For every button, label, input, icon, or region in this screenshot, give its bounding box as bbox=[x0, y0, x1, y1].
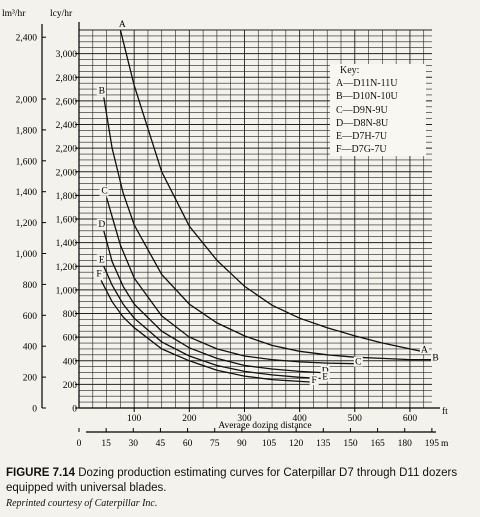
y-tick-label-cy: 2,200 bbox=[56, 145, 78, 155]
y-tick-label-m3: 1,800 bbox=[16, 126, 38, 136]
series-end-label-bg bbox=[419, 344, 429, 355]
x-tick-label-m: 0 bbox=[77, 439, 82, 449]
legend-item-f: F—D7G-7U bbox=[336, 144, 387, 156]
series-start-label-a: A bbox=[119, 20, 126, 30]
series-end-label-bg bbox=[320, 365, 330, 376]
x-tick-label-m: 45 bbox=[156, 439, 166, 449]
series-end-label-bg bbox=[309, 375, 319, 386]
y-tick-label-m3: 0 bbox=[32, 405, 37, 415]
figure-label: FIGURE 7.14 bbox=[6, 467, 76, 479]
figure-caption: FIGURE 7.14 Dozing production estimating… bbox=[6, 466, 474, 496]
series-line-a bbox=[119, 29, 422, 352]
x-tick-label-m: 60 bbox=[183, 439, 193, 449]
series-start-label-bg bbox=[96, 254, 106, 265]
y-unit-m3: lm³/hr bbox=[2, 9, 26, 19]
legend-key: Key: A—D11N-11U B—D10N-10U C—D9N-9U D—D8… bbox=[330, 64, 426, 157]
y-tick-label-m3: 1,000 bbox=[16, 250, 38, 260]
y-tick-label-m3: 2,000 bbox=[16, 95, 38, 105]
y-tick-label-cy: 1,400 bbox=[56, 239, 78, 249]
y-tick-label-cy: 1,800 bbox=[56, 192, 78, 202]
y-tick-label-cy: 1,000 bbox=[56, 286, 78, 296]
x-tick-label-m: 180 bbox=[398, 439, 413, 449]
series-end-label-f: F bbox=[312, 376, 317, 386]
series-start-label-f: F bbox=[96, 269, 101, 279]
series-start-label-bg bbox=[94, 268, 104, 279]
series-line-e bbox=[103, 266, 322, 380]
x-tick-label-m: 30 bbox=[129, 439, 139, 449]
x-tick-label-m: 150 bbox=[343, 439, 358, 449]
x-unit-ft: ft bbox=[442, 406, 448, 417]
series-start-label-c: C bbox=[101, 187, 107, 197]
figure-caption-text: Dozing production estimating curves for … bbox=[6, 467, 458, 494]
series-start-label-bg bbox=[96, 218, 106, 229]
x-unit-m: m bbox=[441, 439, 449, 449]
x-tick-label-m: 165 bbox=[370, 439, 385, 449]
legend-item-d: D—D8N-8U bbox=[336, 117, 389, 129]
series-end-label-bg bbox=[431, 352, 440, 363]
y-tick-label-cy: 2,000 bbox=[56, 168, 78, 178]
series-line-c bbox=[105, 197, 355, 365]
series-start-label-b: B bbox=[99, 86, 105, 96]
x-tick-label-ft: 200 bbox=[182, 414, 197, 424]
legend-item-e: E—D7H-7U bbox=[336, 131, 388, 143]
y-tick-label-m3: 2,400 bbox=[16, 34, 38, 44]
y-tick-label-m3: 1,200 bbox=[16, 219, 38, 229]
x-tick-label-ft: 500 bbox=[348, 414, 363, 424]
series-start-label-bg bbox=[96, 85, 106, 96]
grid bbox=[79, 29, 432, 408]
series-line-d bbox=[103, 230, 322, 374]
y-tick-label-cy: 2,800 bbox=[56, 74, 78, 84]
series-end-label-bg bbox=[320, 371, 330, 382]
x-tick-label-ft: 300 bbox=[237, 414, 252, 424]
y-tick-label-cy: 1,600 bbox=[56, 216, 78, 226]
legend-item-c: C—D9N-9U bbox=[336, 104, 388, 116]
figure-credit: Reprinted courtesy of Caterpillar Inc. bbox=[6, 498, 158, 509]
y-tick-label-cy: 1,200 bbox=[56, 263, 78, 273]
y-tick-label-m3: 1,400 bbox=[16, 188, 38, 198]
y-tick-label-cy: 2,600 bbox=[56, 97, 78, 107]
x-tick-label-m: 120 bbox=[289, 439, 304, 449]
series-end-label-b: B bbox=[432, 354, 438, 364]
legend-item-a: A—D11N-11U bbox=[336, 78, 398, 90]
tick-labels: 02004006008001,0001,2001,4001,6001,8002,… bbox=[2, 9, 449, 449]
y-tick-label-cy: 2,400 bbox=[56, 121, 78, 131]
series-end-label-bg bbox=[353, 356, 363, 367]
x-tick-label-m: 90 bbox=[237, 439, 247, 449]
y-unit-cy: lcy/hr bbox=[50, 9, 73, 19]
y-tick-label-cy: 400 bbox=[63, 357, 78, 367]
x-tick-label-m: 75 bbox=[210, 439, 220, 449]
x-tick-label-ft: 600 bbox=[403, 414, 418, 424]
series-line-f bbox=[100, 280, 311, 383]
y-tick-label-cy: 3,000 bbox=[56, 50, 78, 60]
y-tick-label-m3: 400 bbox=[23, 343, 38, 353]
series-start-label-e: E bbox=[99, 255, 105, 265]
x-tick-label-m: 195 bbox=[425, 439, 440, 449]
series-start-label-d: D bbox=[98, 220, 105, 230]
x-tick-label-m: 135 bbox=[316, 439, 331, 449]
x-tick-label-ft: 100 bbox=[127, 414, 142, 424]
series-start-label-bg bbox=[99, 185, 109, 196]
x-axis-label: Average dozing distance bbox=[218, 421, 311, 431]
x-tick-label-m: 15 bbox=[101, 439, 111, 449]
legend-title: Key: bbox=[340, 65, 360, 76]
y-tick-label-cy: 200 bbox=[63, 381, 78, 391]
legend-item-b: B—D10N-10U bbox=[336, 91, 398, 103]
y-tick-label-cy: 800 bbox=[63, 310, 78, 320]
series-end-label-c: C bbox=[355, 358, 361, 368]
series-end-label-e: E bbox=[322, 372, 328, 382]
series-lines bbox=[100, 29, 432, 383]
x-tick-label-m: 105 bbox=[262, 439, 277, 449]
x-tick-label-ft: 400 bbox=[293, 414, 308, 424]
y-tick-label-m3: 800 bbox=[23, 281, 38, 291]
y-tick-label-m3: 1,600 bbox=[16, 157, 38, 167]
y-tick-label-cy: 0 bbox=[72, 405, 77, 415]
y-tick-label-m3: 600 bbox=[23, 312, 38, 322]
axes bbox=[41, 22, 440, 433]
y-tick-label-m3: 200 bbox=[23, 374, 38, 384]
y-tick-label-cy: 600 bbox=[63, 334, 78, 344]
series-line-b bbox=[103, 97, 432, 361]
series-end-label-a: A bbox=[421, 345, 428, 355]
